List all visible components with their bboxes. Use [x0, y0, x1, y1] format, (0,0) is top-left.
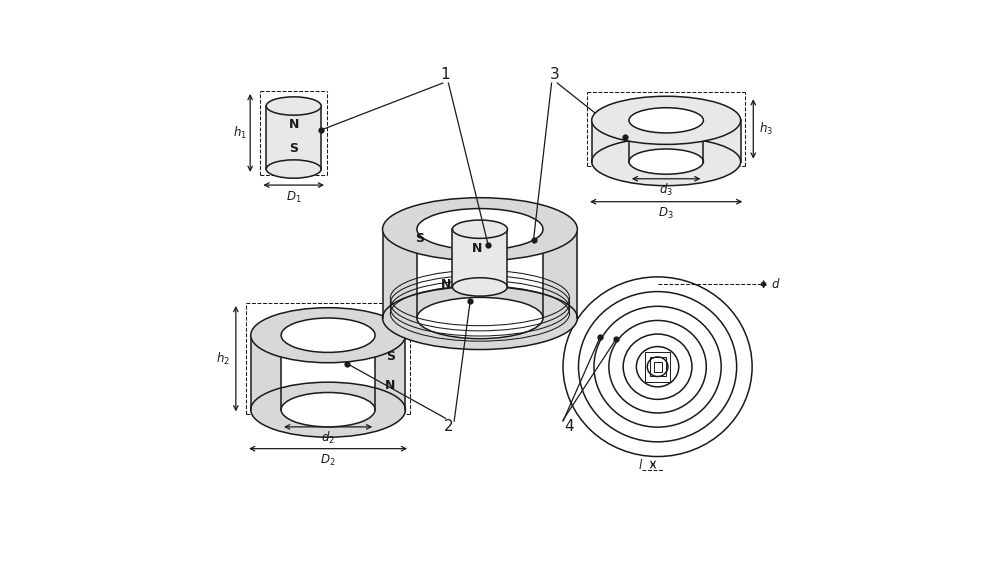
Text: $h_1$: $h_1$: [233, 125, 247, 141]
Text: S: S: [415, 231, 424, 245]
Ellipse shape: [592, 138, 741, 186]
Text: $h_2$: $h_2$: [216, 351, 230, 367]
Polygon shape: [592, 120, 629, 162]
Text: N: N: [289, 119, 299, 131]
Ellipse shape: [383, 198, 577, 261]
Ellipse shape: [452, 278, 507, 296]
Text: 2: 2: [444, 419, 453, 434]
Ellipse shape: [629, 149, 703, 174]
Text: $d_3$: $d_3$: [659, 182, 673, 198]
Text: $l$: $l$: [638, 458, 643, 472]
Ellipse shape: [417, 297, 543, 339]
Ellipse shape: [266, 160, 321, 178]
Text: N: N: [472, 242, 482, 255]
Ellipse shape: [251, 308, 405, 363]
Ellipse shape: [251, 382, 405, 437]
Polygon shape: [266, 106, 321, 169]
Polygon shape: [383, 229, 417, 318]
Ellipse shape: [281, 318, 375, 352]
Ellipse shape: [281, 393, 375, 427]
Ellipse shape: [383, 286, 577, 350]
Text: 3: 3: [550, 67, 559, 82]
Text: $D_2$: $D_2$: [320, 453, 336, 468]
Ellipse shape: [452, 220, 507, 238]
Text: 4: 4: [564, 419, 574, 434]
Ellipse shape: [417, 209, 543, 250]
Text: S: S: [289, 142, 298, 155]
Text: S: S: [386, 350, 395, 363]
Text: N: N: [441, 278, 451, 291]
Text: N: N: [385, 379, 395, 393]
Polygon shape: [452, 229, 507, 287]
Polygon shape: [375, 335, 405, 410]
Polygon shape: [251, 335, 281, 410]
Text: $d_2$: $d_2$: [321, 430, 335, 446]
Text: 1: 1: [441, 67, 450, 82]
Ellipse shape: [592, 96, 741, 144]
Text: $D_1$: $D_1$: [286, 190, 301, 205]
Polygon shape: [543, 229, 577, 318]
Text: $d$: $d$: [771, 277, 781, 291]
Text: $D_3$: $D_3$: [658, 206, 674, 221]
Ellipse shape: [629, 108, 703, 133]
Ellipse shape: [266, 97, 321, 115]
Polygon shape: [703, 120, 741, 162]
Text: $h_3$: $h_3$: [759, 121, 773, 137]
